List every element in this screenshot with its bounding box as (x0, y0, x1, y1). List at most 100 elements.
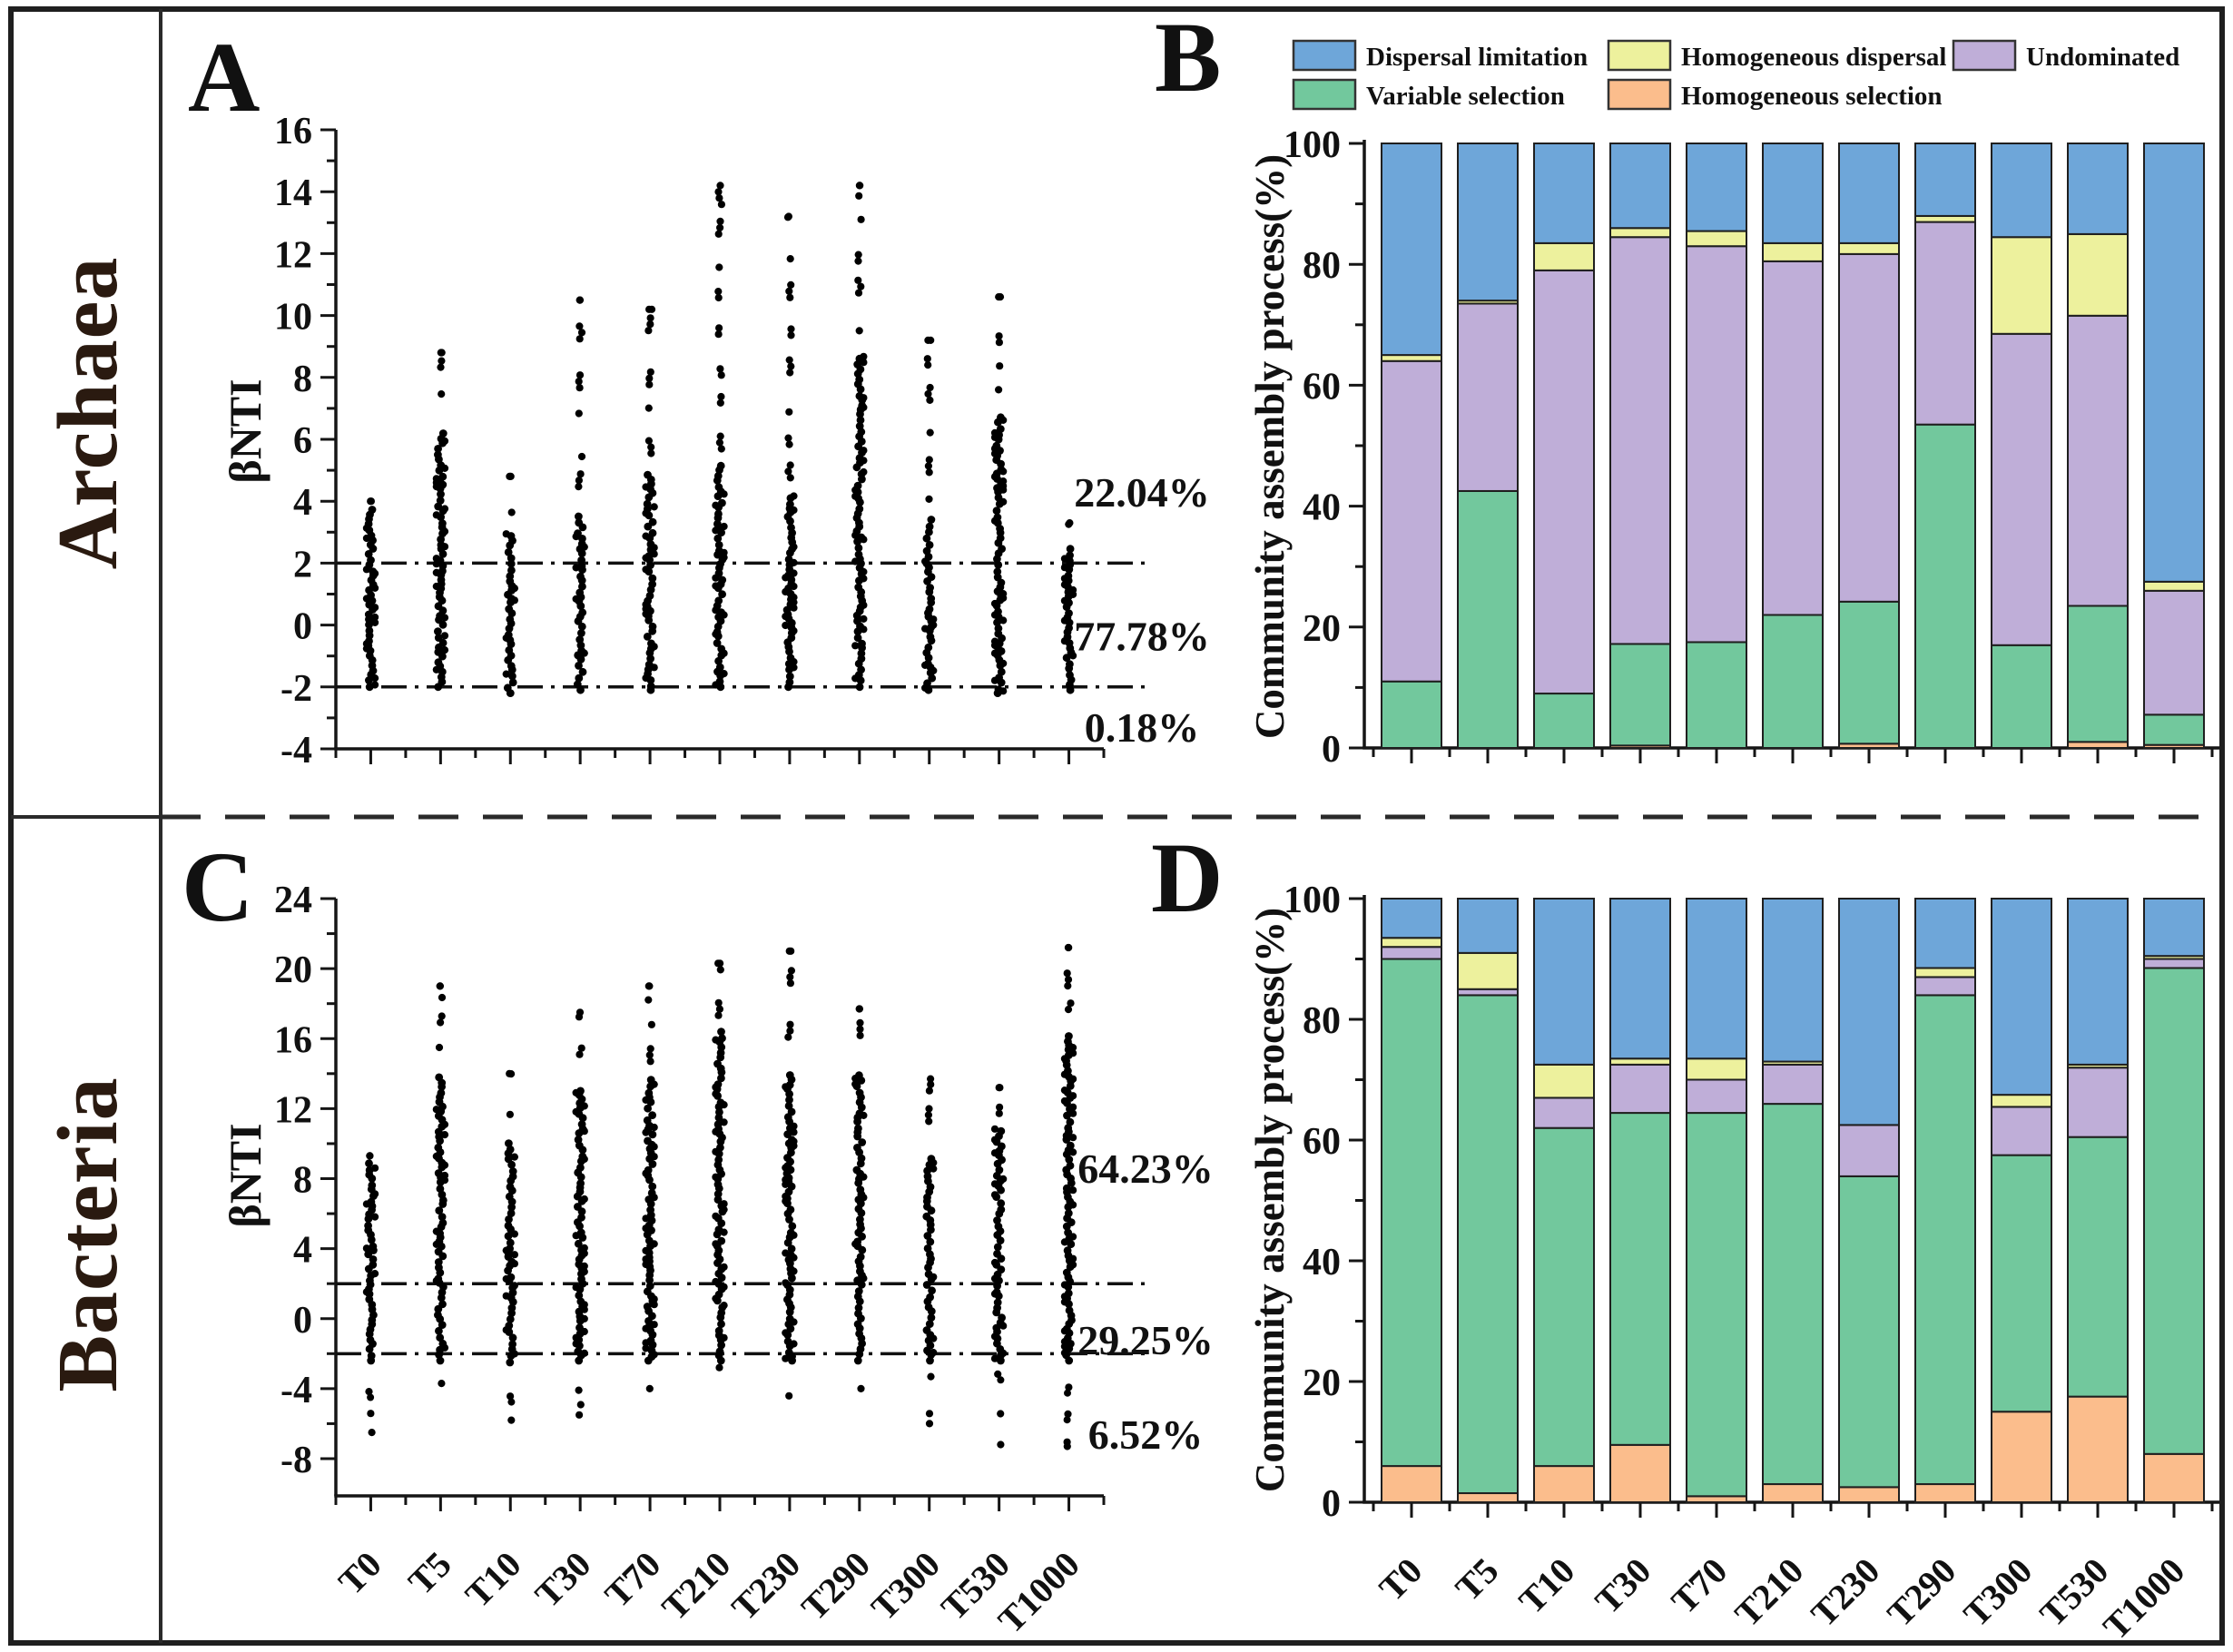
data-point (577, 562, 586, 570)
y-tick-label: 100 (1284, 124, 1341, 166)
data-point (507, 1273, 516, 1282)
data-point (784, 556, 793, 564)
legend-swatch-homogeneous-dispersal (1607, 39, 1672, 72)
data-point (506, 1183, 515, 1191)
data-point (644, 982, 653, 990)
data-point (990, 649, 999, 657)
data-point (648, 1182, 657, 1191)
data-point (927, 1155, 936, 1163)
data-point (858, 639, 866, 648)
bar-segment-undominated (1686, 1078, 1747, 1115)
y-tick-label: 12 (274, 1089, 312, 1131)
bar-segment-homogeneous-dispersal (1991, 1094, 2052, 1108)
data-point (434, 1311, 442, 1320)
legend-label-undominated: Undominated (2026, 43, 2179, 72)
bar-segment-variable-selection (1533, 693, 1595, 749)
data-point (1064, 1209, 1073, 1217)
data-point (437, 363, 445, 371)
data-point (926, 633, 935, 641)
data-point (855, 683, 864, 692)
data-point (644, 1165, 653, 1175)
data-point (368, 506, 377, 514)
data-point (787, 1136, 796, 1145)
bar-segment-homogeneous-dispersal (1686, 230, 1747, 248)
data-point (854, 276, 862, 284)
data-point (504, 548, 513, 556)
data-point (1064, 1289, 1073, 1298)
panel-d-ylabel: Community assembly process(%) (1247, 908, 1293, 1492)
data-point (990, 1258, 999, 1267)
category-label: T290 (793, 1544, 878, 1628)
data-point (784, 1102, 793, 1110)
data-point (437, 1088, 446, 1097)
data-point (718, 575, 727, 585)
data-point (715, 263, 723, 271)
category-label: T230 (1803, 1550, 1887, 1635)
data-point (1069, 1186, 1077, 1195)
data-point (574, 529, 582, 537)
data-point (926, 383, 934, 392)
data-point (436, 982, 444, 990)
data-point (714, 288, 723, 296)
category-label: T0 (330, 1544, 389, 1603)
percentage-annotation: 29.25% (1077, 1317, 1214, 1363)
y-tick-label: 12 (274, 234, 312, 276)
data-point (578, 1152, 587, 1161)
panel-b-stacked-bar-plot: 0 20 40 60 80 100 (1284, 124, 2219, 771)
data-point (856, 1025, 864, 1033)
data-point (1063, 1416, 1071, 1424)
data-point (785, 356, 793, 364)
data-point (575, 1008, 585, 1017)
y-tick-label: -8 (280, 1440, 312, 1481)
data-point (857, 1384, 865, 1392)
data-point (507, 1209, 516, 1218)
data-point (924, 361, 932, 369)
bar-segment-homogeneous-selection (1991, 1411, 2052, 1503)
data-point (1064, 1389, 1071, 1397)
y-tick-label: 24 (274, 880, 312, 921)
data-point (715, 438, 724, 447)
bar-segment-undominated (1914, 221, 1976, 426)
data-point (786, 255, 794, 263)
bar-segment-variable-selection (1457, 489, 1519, 749)
data-point (369, 567, 378, 575)
data-point (922, 1326, 931, 1334)
data-point (720, 1302, 728, 1310)
data-point (438, 1012, 446, 1020)
scatter-strip (782, 947, 798, 1400)
bar-segment-undominated (1533, 269, 1595, 695)
data-point (1062, 654, 1071, 663)
data-point (720, 670, 728, 678)
data-point (366, 1152, 374, 1160)
panel-b-ylabel: Community assembly process(%) (1247, 154, 1293, 739)
data-point (574, 1136, 583, 1144)
bar-segment-undominated (2067, 1067, 2129, 1138)
bar-segment-homogeneous-dispersal (2067, 232, 2129, 317)
data-point (716, 959, 724, 968)
bar-segment-homogeneous-dispersal (1533, 1063, 1595, 1099)
data-point (648, 528, 657, 537)
data-point (507, 1392, 515, 1401)
data-point (997, 1410, 1005, 1418)
category-label: T30 (1587, 1550, 1658, 1622)
data-point (785, 1391, 793, 1400)
data-point (782, 1279, 790, 1287)
data-point (572, 1283, 580, 1292)
data-point (785, 1071, 794, 1079)
data-point (1069, 1103, 1077, 1111)
scatter-strip (362, 1152, 379, 1437)
data-point (432, 511, 440, 519)
data-point (644, 327, 653, 335)
data-point (435, 1326, 443, 1335)
data-point (925, 1320, 934, 1328)
data-point (365, 626, 374, 635)
data-point (432, 475, 440, 483)
data-point (990, 428, 999, 437)
bar-segment-homogeneous-dispersal (1914, 967, 1976, 978)
data-point (578, 667, 587, 676)
data-point (715, 1347, 724, 1356)
scatter-strip (782, 212, 798, 692)
data-point (365, 585, 373, 595)
data-point (854, 583, 863, 592)
